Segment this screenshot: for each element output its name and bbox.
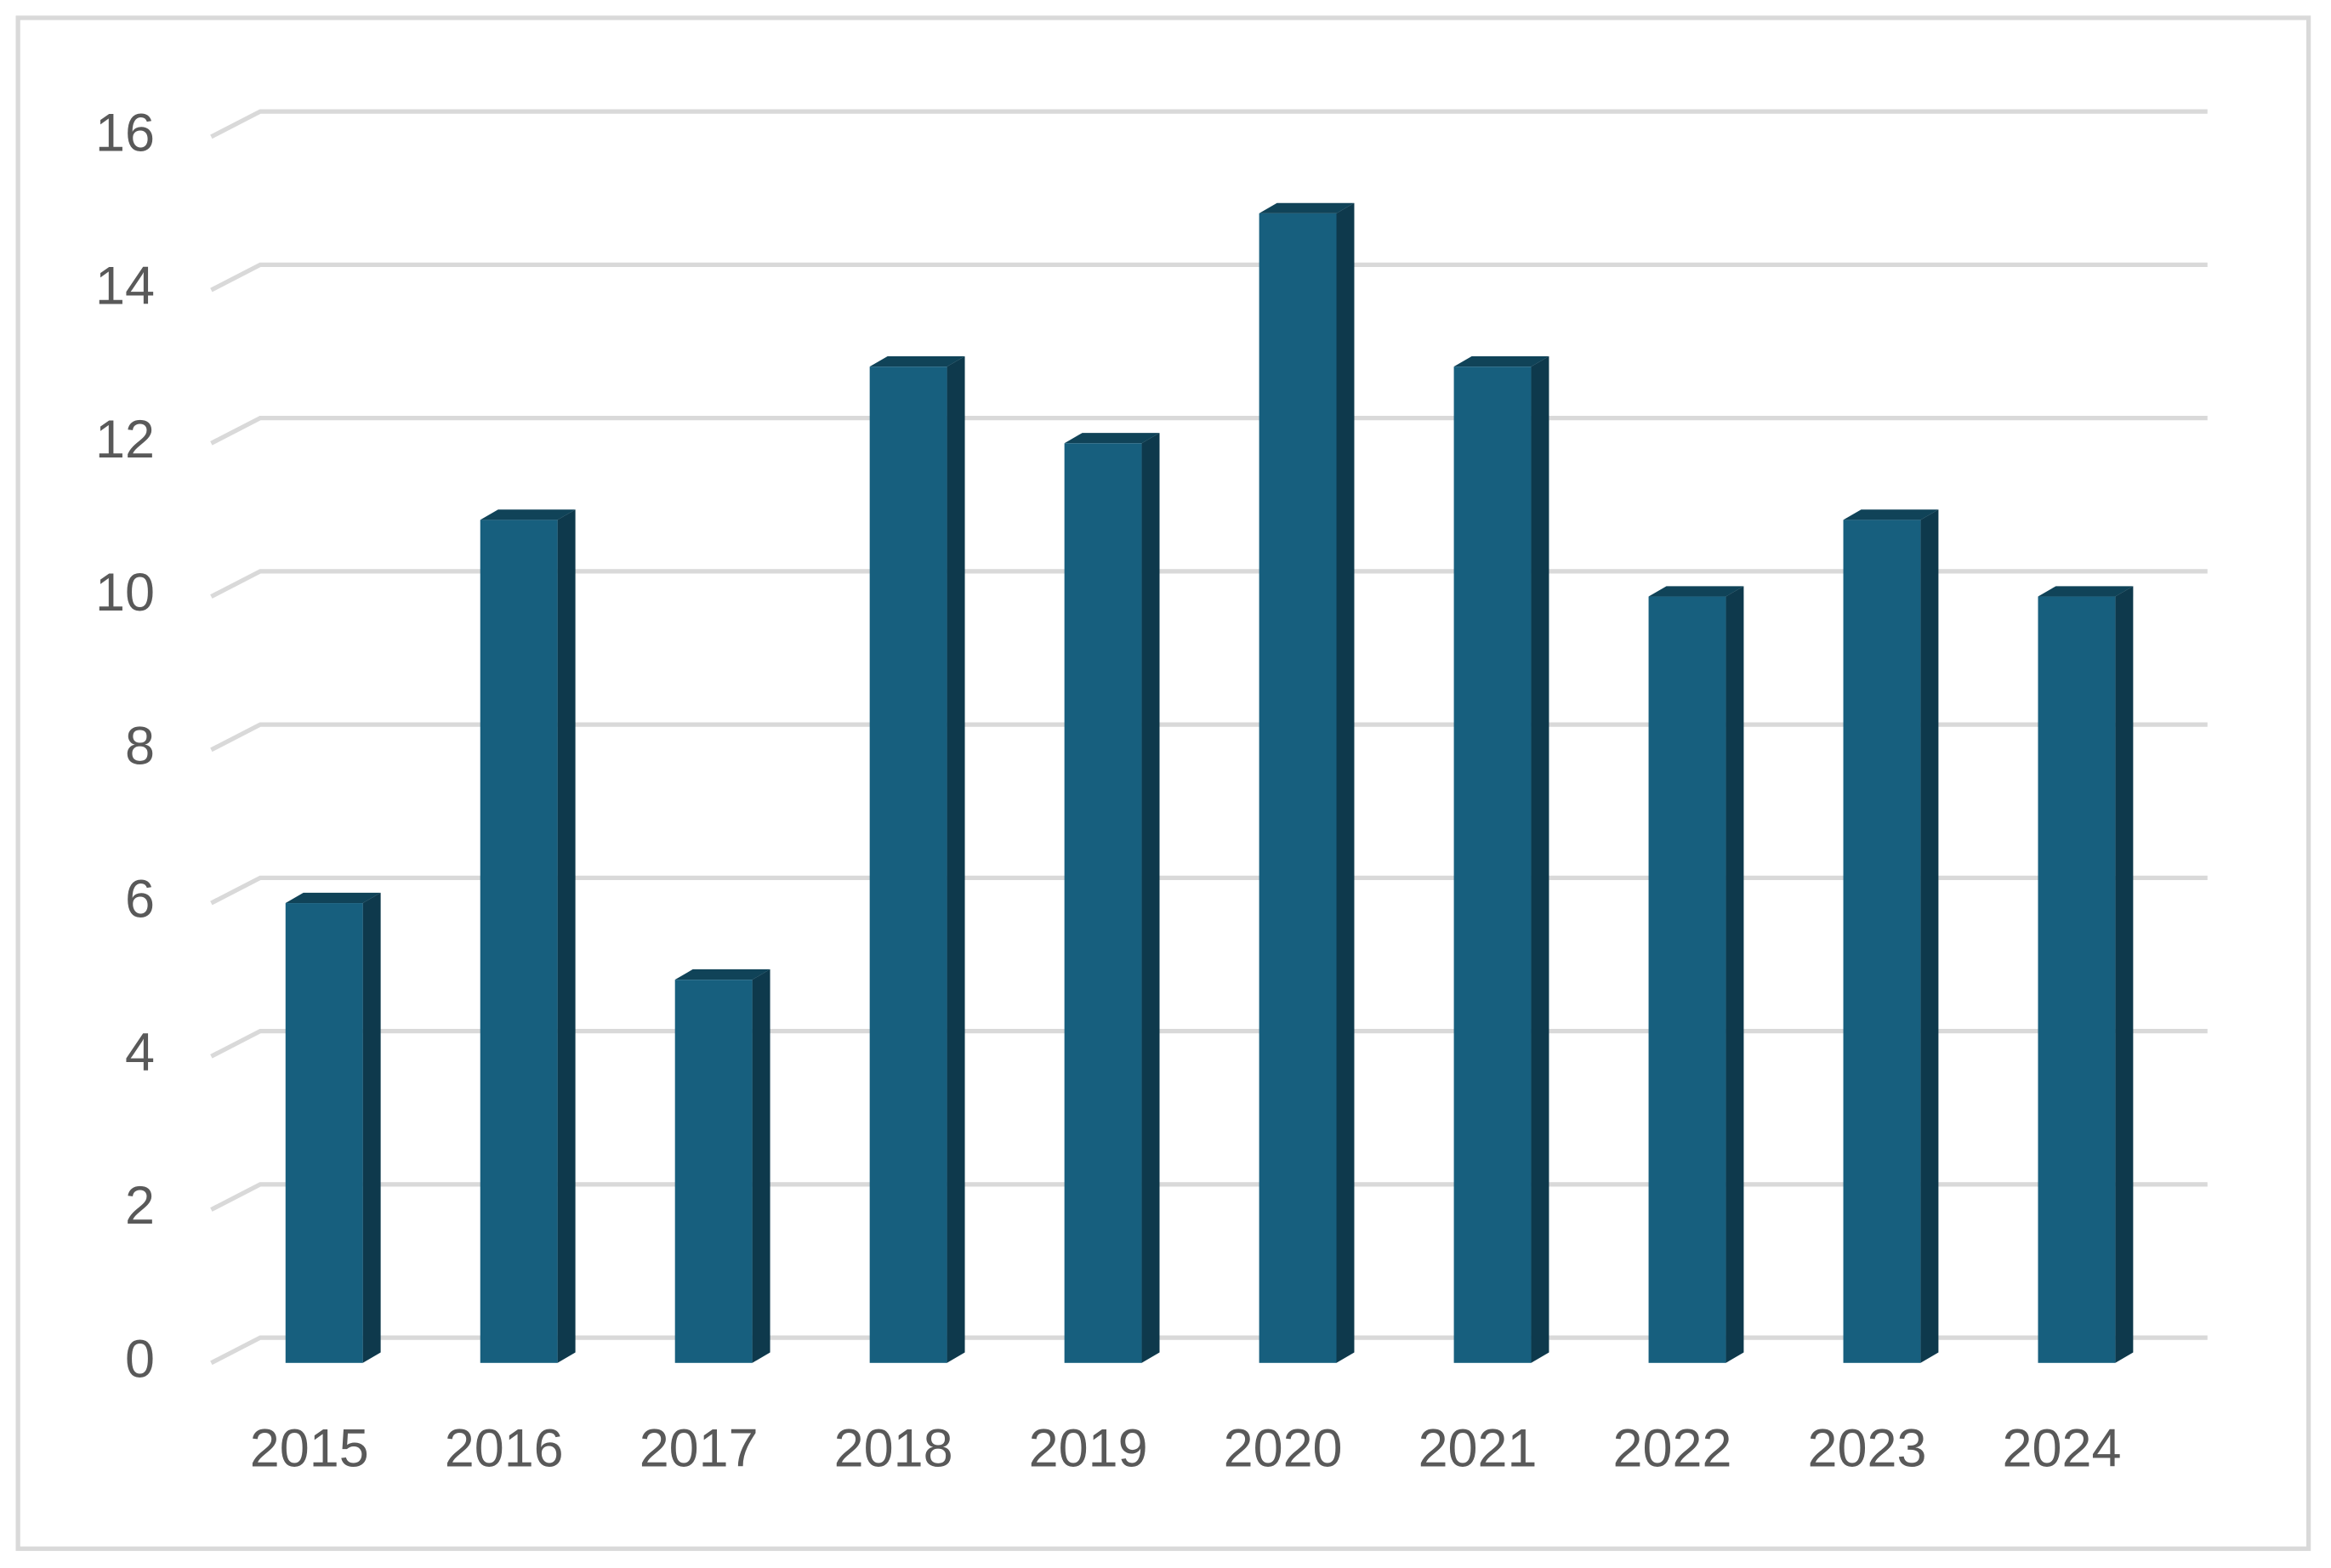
grid-line xyxy=(210,875,2208,906)
bar-side xyxy=(1531,355,1549,1363)
x-tick-label: 2016 xyxy=(445,1418,564,1478)
bar xyxy=(2038,596,2116,1363)
grid-line xyxy=(210,569,2208,599)
bar-top xyxy=(1064,433,1160,444)
grid-line xyxy=(210,1028,2208,1059)
y-tick-label: 4 xyxy=(125,1023,155,1082)
x-tick-label: 2024 xyxy=(2002,1418,2121,1478)
grid-line xyxy=(210,722,2208,753)
x-tick-label: 2019 xyxy=(1029,1418,1148,1478)
bar-side xyxy=(1336,202,1355,1363)
bar-top xyxy=(1648,586,1744,597)
y-tick-label: 10 xyxy=(95,563,155,622)
bar-side xyxy=(1726,586,1744,1363)
grid-line xyxy=(210,1335,2208,1366)
y-tick-label: 6 xyxy=(125,870,155,929)
y-tick-label: 8 xyxy=(125,716,155,775)
bar xyxy=(480,520,558,1363)
y-tick-label: 12 xyxy=(95,410,155,469)
bar xyxy=(1843,520,1921,1363)
bar-side xyxy=(1141,433,1160,1363)
bar xyxy=(1453,366,1532,1363)
bar-top xyxy=(674,969,770,980)
x-tick-label: 2023 xyxy=(1808,1418,1927,1478)
x-tick-label: 2022 xyxy=(1613,1418,1732,1478)
bar xyxy=(869,366,947,1363)
bar-side xyxy=(1920,509,1939,1363)
bar-side xyxy=(752,969,770,1363)
x-tick-label: 2017 xyxy=(640,1418,759,1478)
x-tick-label: 2020 xyxy=(1224,1418,1343,1478)
bar-top xyxy=(1259,202,1355,213)
bar-side xyxy=(362,892,381,1363)
bar xyxy=(1648,596,1726,1363)
grid-line xyxy=(210,1182,2208,1212)
grid-line xyxy=(210,262,2208,293)
grid-line xyxy=(210,415,2208,446)
x-tick-label: 2021 xyxy=(1418,1418,1538,1478)
x-tick-label: 2018 xyxy=(834,1418,953,1478)
bar-top xyxy=(869,355,965,367)
bar xyxy=(674,980,753,1363)
x-tick-label: 2015 xyxy=(250,1418,369,1478)
y-tick-label: 2 xyxy=(125,1176,155,1236)
bar-top xyxy=(1453,355,1549,367)
bar xyxy=(1259,213,1337,1363)
grid-line xyxy=(210,109,2208,139)
bar-side xyxy=(557,509,576,1363)
bar xyxy=(1064,443,1142,1363)
bar-top xyxy=(480,509,576,520)
bar-top xyxy=(285,892,381,904)
y-tick-label: 14 xyxy=(95,257,155,316)
bar-side xyxy=(947,355,965,1363)
bar-top xyxy=(1843,509,1939,520)
bar xyxy=(285,903,363,1363)
bar-top xyxy=(2038,586,2134,597)
y-tick-label: 0 xyxy=(125,1329,155,1389)
y-tick-label: 16 xyxy=(95,103,155,162)
bar-side xyxy=(2115,586,2134,1363)
